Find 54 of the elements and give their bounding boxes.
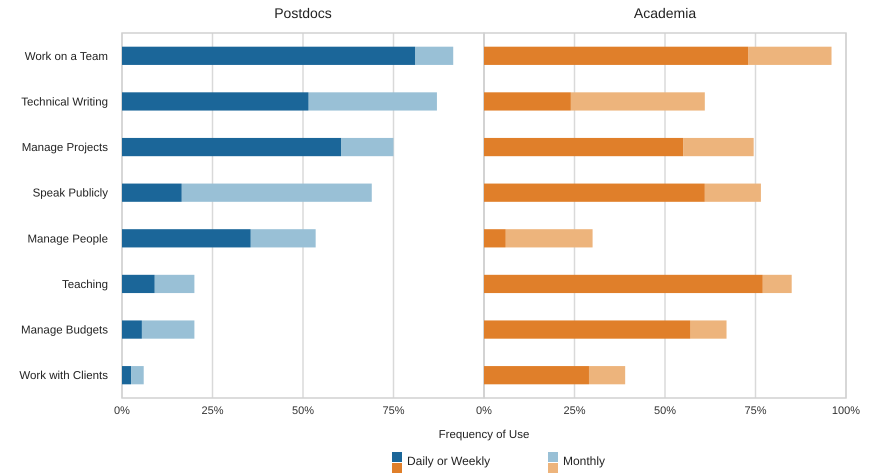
bar (762, 274, 792, 294)
bar (484, 92, 571, 111)
x-tick-label: 25% (563, 405, 586, 417)
bar (341, 138, 394, 156)
bar (484, 46, 748, 65)
x-tick-label: 75% (744, 405, 767, 417)
bar (588, 366, 626, 384)
y-tick-label: Work with Clients (19, 370, 108, 382)
bar (690, 320, 727, 339)
chart-title: Postdocs (274, 5, 332, 21)
y-tick-label: Technical Writing (21, 96, 108, 108)
bar (182, 184, 372, 202)
bar (122, 46, 416, 65)
y-tick-label: Teaching (62, 278, 108, 291)
bar (415, 46, 454, 65)
x-axis-title: Frequency of Use (438, 429, 530, 441)
y-tick-label: Manage Budgets (21, 324, 108, 337)
x-tick-label: 0% (114, 405, 130, 417)
bar (484, 138, 684, 156)
bar (122, 320, 142, 339)
bar (484, 184, 705, 202)
bar (683, 138, 754, 156)
bar (484, 274, 763, 294)
x-tick-label: 75% (382, 405, 405, 417)
bar (122, 229, 251, 248)
x-tick-label: 100% (832, 405, 860, 417)
bar (570, 92, 705, 111)
y-tick-label: Manage People (27, 233, 108, 246)
legend-label: Monthly (563, 454, 606, 468)
x-tick-label: 0% (476, 405, 492, 417)
bar (250, 229, 316, 248)
bar (484, 320, 690, 339)
x-tick-label: 50% (292, 405, 314, 417)
y-tick-label: Manage Projects (22, 142, 108, 154)
y-tick-label: Speak Publicly (32, 188, 108, 200)
x-tick-label: 50% (654, 405, 676, 417)
bar (484, 229, 506, 248)
bar (748, 46, 832, 65)
bar (484, 366, 589, 384)
bar (122, 184, 182, 202)
bar (122, 138, 342, 156)
chart-title: Academia (634, 5, 696, 21)
bar (308, 92, 437, 111)
bar (122, 366, 132, 384)
bar (122, 92, 308, 111)
legend-label: Daily or Weekly (407, 454, 490, 468)
bar (506, 229, 593, 248)
bar (131, 366, 144, 384)
bar (142, 320, 194, 339)
x-tick-label: 25% (201, 405, 224, 417)
y-tick-label: Work on a Team (24, 50, 108, 63)
bar (122, 274, 155, 294)
bar (154, 274, 194, 294)
bar (704, 184, 761, 202)
